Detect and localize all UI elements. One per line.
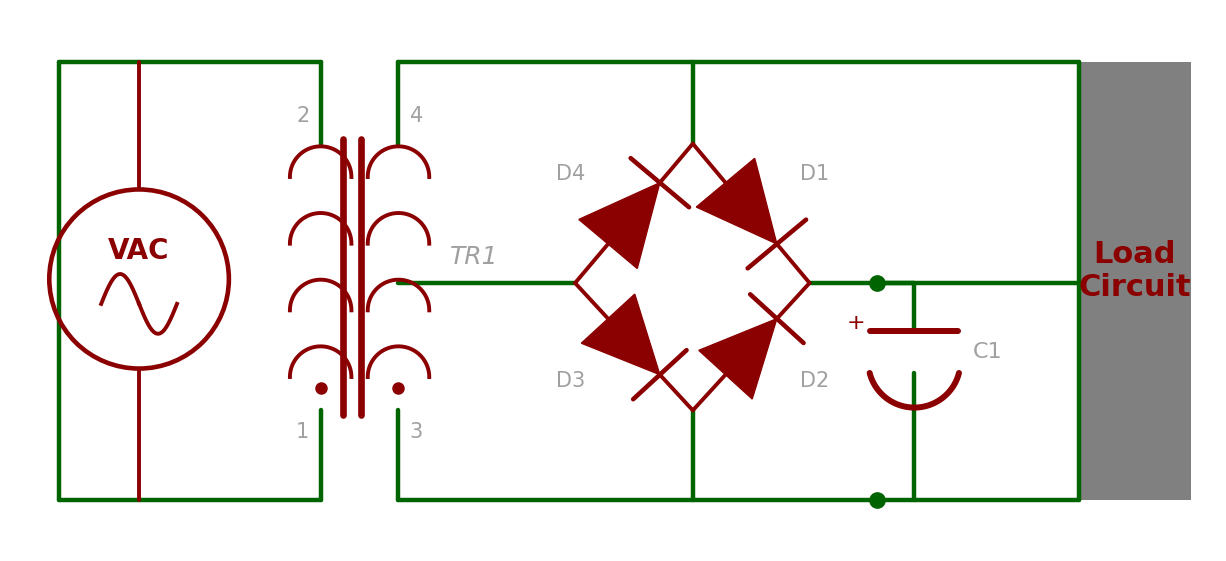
Text: D2: D2 — [799, 370, 829, 390]
Bar — [1079, 62, 1190, 500]
Text: 4: 4 — [409, 106, 423, 126]
Text: D1: D1 — [799, 164, 829, 183]
Polygon shape — [699, 319, 777, 399]
Polygon shape — [581, 294, 660, 375]
Text: C1: C1 — [973, 342, 1003, 362]
Text: D4: D4 — [555, 164, 585, 183]
Text: Load
Circuit: Load Circuit — [1079, 240, 1192, 302]
Text: +: + — [846, 313, 864, 333]
Polygon shape — [696, 158, 777, 244]
Text: VAC: VAC — [108, 237, 170, 265]
Text: 3: 3 — [409, 422, 423, 442]
Text: 1: 1 — [297, 422, 309, 442]
Polygon shape — [579, 183, 660, 269]
Text: D3: D3 — [555, 370, 585, 390]
Text: 2: 2 — [297, 106, 309, 126]
Text: TR1: TR1 — [450, 245, 499, 269]
